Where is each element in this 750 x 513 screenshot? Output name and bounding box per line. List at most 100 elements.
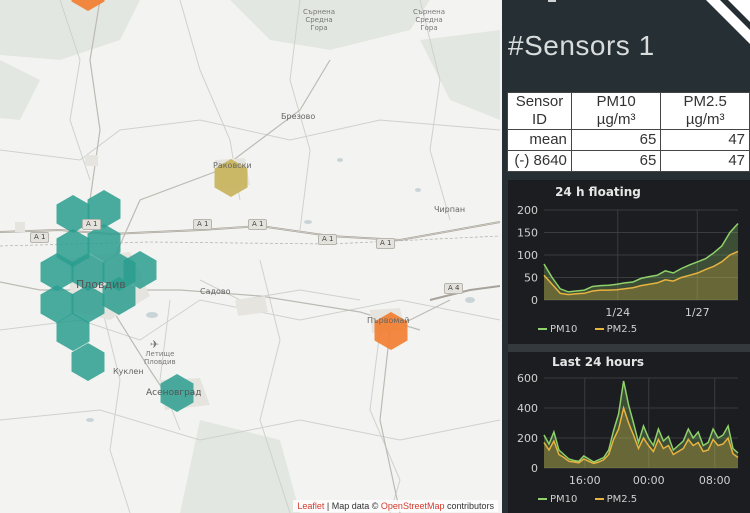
close-corner-icon[interactable] [706,0,750,44]
leaflet-link[interactable]: Leaflet [297,501,325,511]
x-tick-label: 1/24 [605,306,630,319]
series-line-pm10 [543,380,739,463]
road-shield: A 1 [30,232,50,243]
sensor-hexagon-orange[interactable] [374,312,408,350]
sensor-hexagon-teal[interactable] [123,251,157,289]
page-title: #Sensors 1 [508,30,655,61]
table-cell-sensor-toggle[interactable]: (-) 8640 [507,150,572,172]
series-area-pm25 [544,251,738,300]
x-tick-label: 00:00 [633,474,665,487]
map-place-label: Куклен [113,367,144,376]
openstreetmap-link[interactable]: OpenStreetMap [380,501,445,511]
road-shield: A 4 [444,283,464,294]
series-area-pm10 [544,381,738,468]
series-area-pm25 [544,408,738,468]
table-cell: 47 [660,150,750,172]
sensor-hexagon-teal[interactable] [160,374,194,412]
legend-swatch [538,328,547,330]
sensor-hexagon-teal[interactable] [40,285,74,323]
chart-divider [508,344,750,352]
legend-label: PM10 [550,494,578,505]
attribution-tail: contributors [444,501,494,511]
y-tick-label: 600 [517,372,538,385]
y-tick-label: 200 [517,432,538,445]
attribution-separator: | Map data © [324,501,381,511]
series-area-pm10 [544,223,738,300]
road-shield: A 1 [193,219,213,230]
y-tick-label: 0 [531,462,538,475]
sensor-hexagon-teal[interactable] [71,285,105,323]
map-place-label: Чирпан [434,205,466,214]
map-place-label: Садово [200,287,231,296]
header-line: µg/m³ [685,111,725,128]
x-tick-label: 08:00 [699,474,731,487]
header-fragment-icon [548,0,556,2]
svg-text:✈: ✈ [150,338,159,351]
column-header-sensor-id: Sensor ID [507,92,572,130]
y-tick-label: 0 [531,294,538,307]
road-shield: A 1 [248,219,268,230]
table-row-mean: mean 65 47 [507,129,750,151]
chart-plot: 0 50 100 150 200 1/24 1/27 [517,204,739,319]
chart-title: Last 24 hours [551,355,645,369]
map-view[interactable]: ✈ Сърнена Средна Гора Сърнена Средна Гора Брез… [0,0,502,513]
legend-label: PM10 [550,324,578,335]
table-cell: 65 [570,150,662,172]
header-line: µg/m³ [596,111,636,128]
road-shield: A 1 [318,234,338,245]
legend-label: PM2.5 [606,324,638,335]
legend-item-pm10[interactable]: PM10 [538,494,577,505]
legend-label: PM2.5 [606,494,638,505]
series-line-pm10 [543,222,739,293]
sensor-hexagon-teal[interactable] [102,277,136,315]
table-cell: 47 [660,129,750,151]
sensor-hexagon-teal[interactable] [87,190,121,228]
map-place-label: Асеновград [146,388,202,398]
series-line-pm25 [543,405,739,465]
map-attribution: Leaflet | Map data © OpenStreetMap contr… [293,500,498,512]
y-tick-label: 400 [517,402,538,415]
header-line: Sensor [515,93,564,110]
sensor-hexagon-olive[interactable] [214,159,248,197]
header-line: ID [531,111,547,128]
chart-legend: PM10 PM2.5 [538,494,651,505]
sensor-hexagon-teal[interactable] [56,195,90,233]
table-row-sensor[interactable]: (-) 8640 65 47 [507,150,750,172]
map-place-label: Първомай [367,316,410,325]
legend-item-pm10[interactable]: PM10 [538,324,577,335]
chart-title: 24 h floating [555,185,641,199]
sensor-hexagon-teal[interactable] [40,253,74,291]
legend-item-pm25[interactable]: PM2.5 [594,494,638,505]
table-cell: 65 [570,129,662,151]
road-shield: A 1 [376,238,396,249]
sensor-hexagon-teal[interactable] [71,343,105,381]
legend-item-pm25[interactable]: PM2.5 [594,324,638,335]
map-place-label: Сърнена Средна Гора [303,8,336,32]
legend-swatch [594,328,604,330]
chart-legend: PM10 PM2.5 [538,324,651,335]
sensor-sidebar: #Sensors 1 Sensor ID PM10 µg/m³ PM2.5 µg… [502,0,750,513]
column-header-pm10: PM10 µg/m³ [570,92,662,130]
y-tick-label: 50 [524,272,538,285]
table-cell: mean [507,129,572,151]
map-place-label: Пловдив [76,278,126,291]
chart-last-24-hours: Last 24 hours 0 200 400 600 16:00 00:00 08:00 … [508,352,750,513]
sensor-hexagon-teal[interactable] [56,313,90,351]
table-header-row: Sensor ID PM10 µg/m³ PM2.5 µg/m³ [507,92,750,130]
y-tick-label: 200 [517,204,538,217]
sensor-hexagon-teal[interactable] [87,224,121,262]
sensor-hexagon-orange[interactable] [71,0,105,11]
legend-swatch [538,498,547,500]
map-place-label: Сърнена Средна Гора [413,8,446,32]
map-place-label: Брезово [281,112,316,121]
sensor-hexagons [40,0,408,412]
legend-swatch [594,498,604,500]
sensor-hexagon-teal[interactable] [71,253,105,291]
x-tick-label: 1/27 [685,306,710,319]
map-place-label: Раковски [213,161,252,170]
header-line: PM10 [596,93,636,110]
chart-24h-floating: 24 h floating 0 50 100 150 200 1/24 1/27 PM10 … [508,180,750,344]
map-place-label: Летище Пловдив [144,350,176,366]
y-tick-label: 150 [517,227,538,240]
chart-plot: 0 200 400 600 16:00 00:00 08:00 [517,372,739,487]
